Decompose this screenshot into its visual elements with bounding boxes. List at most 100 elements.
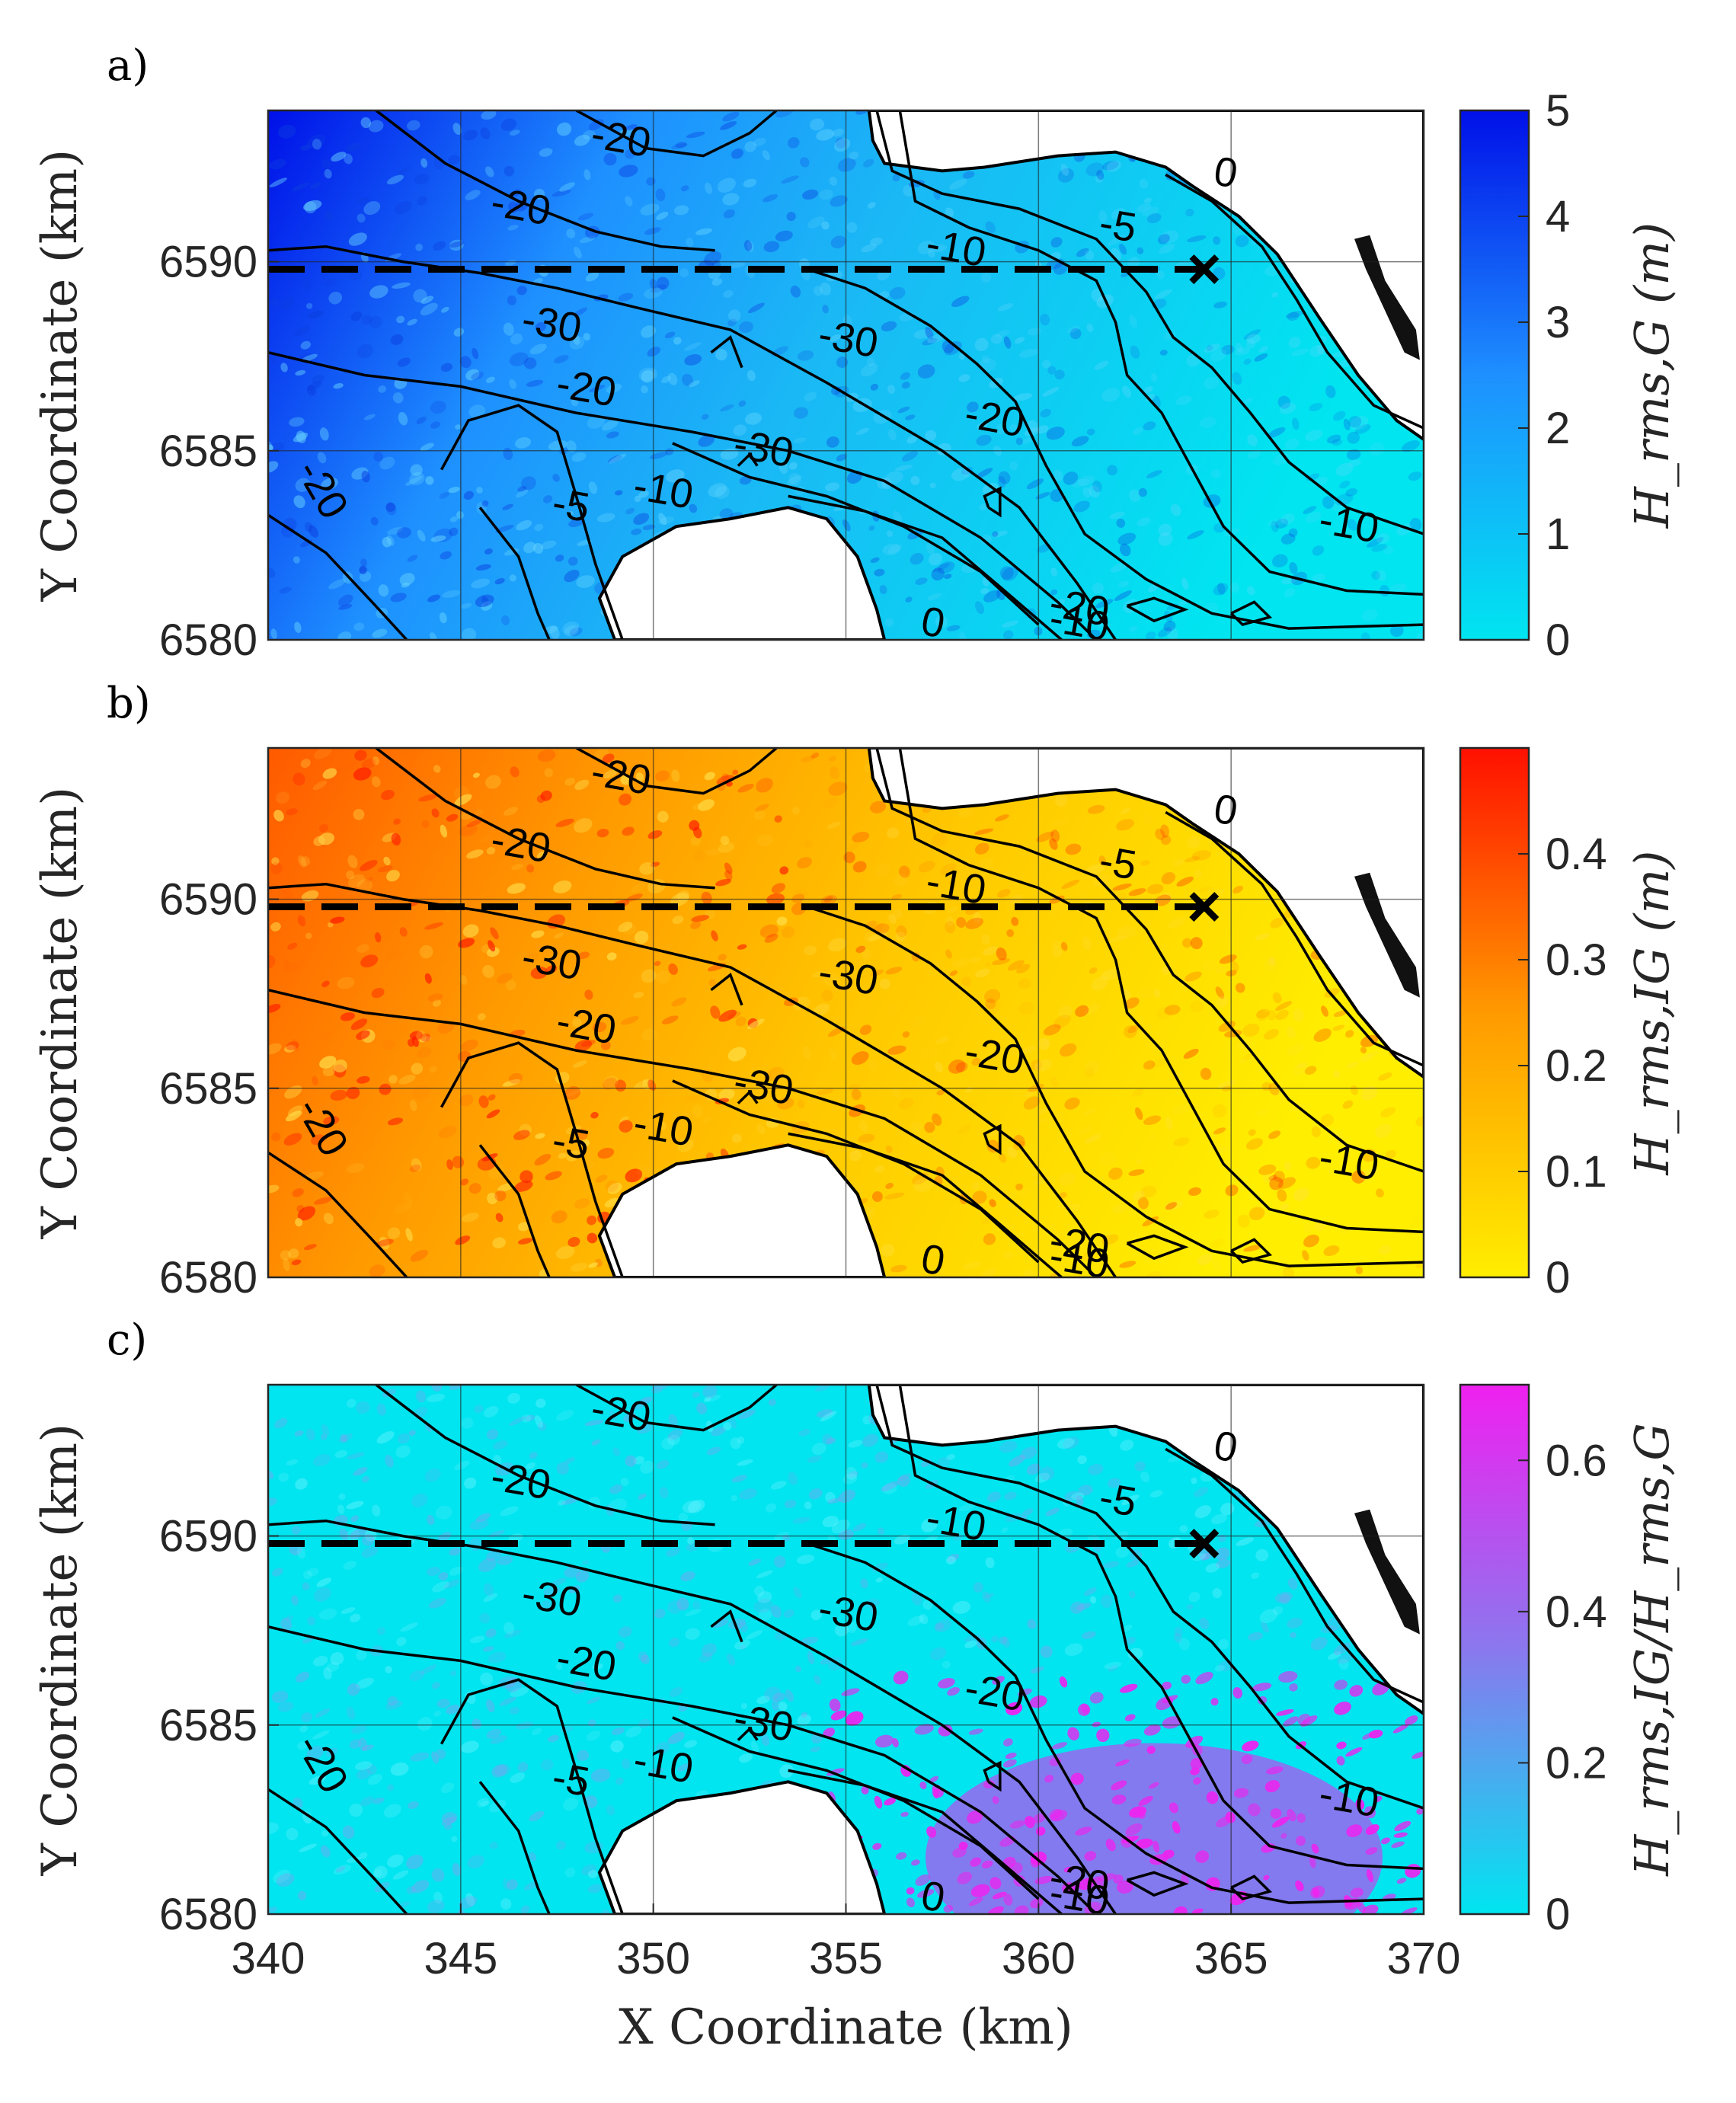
contour-line (788, 1769, 1063, 1914)
contour-line (788, 494, 1063, 640)
colorbar-tick-label: 0.6 (1546, 1436, 1607, 1485)
contour-label: -10 (630, 462, 696, 518)
contour-line (737, 452, 759, 467)
contour-label: -10 (1316, 497, 1382, 552)
plot-area (268, 748, 1424, 1277)
contour-label: -20 (553, 360, 619, 416)
contour-line (375, 1385, 715, 1526)
x-tick-label: 360 (1002, 1934, 1076, 1983)
contour-label: -30 (731, 1696, 797, 1751)
contour-line (375, 110, 715, 252)
contour-line (983, 486, 1002, 518)
y-tick-label: 6590 (159, 238, 257, 287)
colorbar-tick-label: 0.4 (1546, 829, 1607, 879)
contour-line (875, 1385, 1424, 1810)
contour-line (875, 748, 1424, 1173)
land-2 (597, 506, 887, 640)
colorbar (1459, 1383, 1530, 1916)
colorbar-tick-label: 3 (1546, 298, 1570, 347)
contour-line (1165, 810, 1424, 1067)
land-1 (867, 748, 1424, 1079)
contour-line (983, 1123, 1002, 1155)
colorbar-tick-label: 5 (1546, 86, 1570, 136)
contour-label: -5 (1096, 837, 1140, 888)
panel-letter: a) (107, 41, 149, 91)
colorbar-tick-label: 0 (1546, 615, 1570, 665)
grid (268, 110, 1424, 640)
contour-label: -20 (553, 998, 619, 1053)
contour-line (710, 973, 743, 1006)
contour-line (710, 1609, 743, 1643)
contour-line (983, 1760, 1002, 1792)
contour-line (268, 1519, 1117, 1914)
contour-line (440, 1041, 624, 1277)
contour-label: -30 (815, 1586, 881, 1641)
x-axis-label: X Coordinate (km) (619, 1999, 1073, 2056)
grid (268, 1385, 1424, 1914)
contour-label: -30 (519, 934, 585, 989)
contour-line (672, 442, 1040, 626)
colorbar-tick-label: 0.2 (1546, 1738, 1607, 1788)
contour-line (268, 988, 1098, 1277)
panel-letter: b) (107, 679, 151, 728)
contour-label: -10 (1316, 1134, 1382, 1190)
plot-area (268, 110, 1424, 640)
contour-line (1126, 596, 1189, 623)
contour-label: -5 (1096, 200, 1140, 251)
colorbar-tick-label: 2 (1546, 404, 1570, 453)
x-tick-label: 365 (1194, 1934, 1268, 1983)
contour-line (1229, 1874, 1273, 1901)
x-tick-label: 370 (1387, 1934, 1461, 1983)
colorbar-tick-label: 0 (1546, 1890, 1570, 1939)
contour-label: -20 (488, 817, 554, 872)
land-1 (867, 1385, 1424, 1716)
x-tick-label: 350 (616, 1934, 690, 1983)
contour-line (375, 748, 715, 890)
grid (268, 748, 1424, 1277)
contour-label: -20 (1046, 580, 1112, 635)
colorbar (1459, 109, 1530, 641)
contour-line (268, 350, 1098, 640)
contour-line (478, 1781, 551, 1914)
contour-line (268, 882, 1117, 1277)
contour-line (1165, 173, 1424, 430)
y-axis-label: Y Coordinate (km) (32, 787, 88, 1239)
contour-label: -30 (731, 421, 797, 477)
contour-label: -20 (553, 1635, 619, 1690)
contour-line (268, 1151, 408, 1277)
axes-frame (267, 746, 1425, 1279)
y-tick-label: 6580 (159, 615, 257, 665)
contour-label: -10 (630, 1737, 696, 1792)
contour-label: -20 (961, 391, 1028, 446)
contour-label: -30 (731, 1059, 797, 1114)
transect-end-marker: × (1187, 1510, 1222, 1577)
contour-label: -30 (519, 296, 585, 352)
colorbar-label: H_rms,G (m) (1624, 222, 1680, 529)
contour-line (268, 1788, 408, 1914)
y-tick-label: 6585 (159, 427, 257, 476)
axes-frame (267, 109, 1425, 641)
contour-label: -10 (1046, 595, 1112, 650)
colorbar-label: H_rms,IG (m) (1624, 851, 1680, 1176)
contour-line (737, 1727, 759, 1741)
contour-line (875, 110, 1424, 535)
colorbar-tick-label: 4 (1546, 192, 1570, 241)
x-tick-label: 340 (232, 1934, 305, 1983)
bathymetry-contours (268, 1385, 1424, 1914)
land-1 (867, 110, 1424, 442)
y-tick-label: 6585 (159, 1064, 257, 1114)
contour-line (440, 404, 624, 640)
contour-label: -5 (549, 1117, 593, 1168)
contour-label: -20 (588, 111, 654, 167)
islet (1354, 235, 1420, 360)
colorbar-tick-label: 0.1 (1546, 1147, 1607, 1197)
contour-label: -30 (519, 1571, 585, 1626)
colorbar-tick-label: 1 (1546, 510, 1570, 559)
contour-line (710, 335, 743, 369)
transect-end-marker: × (1187, 235, 1222, 302)
contour-label: -20 (588, 749, 654, 804)
y-tick-label: 6580 (159, 1890, 257, 1939)
y-tick-label: 6590 (159, 875, 257, 925)
contour-line (788, 1132, 1063, 1277)
colorbar-tick-label: 0.3 (1546, 935, 1607, 985)
